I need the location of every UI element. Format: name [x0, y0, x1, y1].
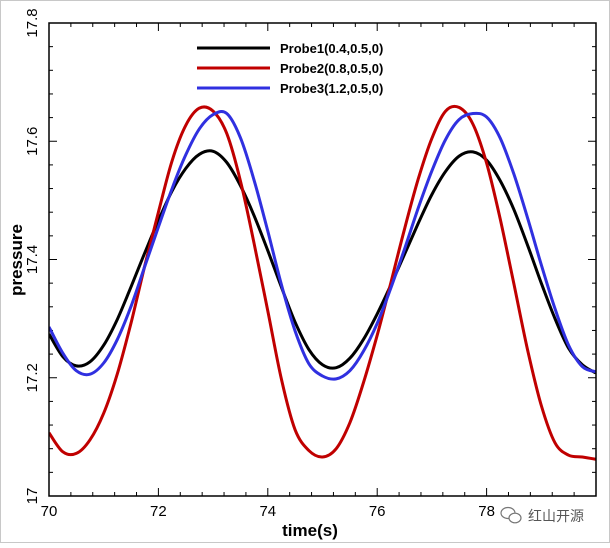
- x-tick-label: 72: [150, 503, 167, 520]
- watermark: 红山开源: [500, 506, 584, 524]
- legend-label-probe1: Probe1(0.4,0.5,0): [280, 41, 383, 56]
- plot-area-frame: [48, 22, 597, 497]
- series-line-probe3: [49, 109, 596, 381]
- legend-label-probe3: Probe3(1.2,0.5,0): [280, 81, 383, 96]
- y-tick-label: 17.6: [24, 127, 41, 156]
- wechat-icon: [500, 506, 522, 524]
- legend: Probe1(0.4,0.5,0) Probe2(0.8,0.5,0) Probe3…: [197, 41, 383, 96]
- watermark-text: 红山开源: [528, 508, 584, 524]
- x-axis-title: time(s): [282, 521, 338, 540]
- series-line-probe1: [49, 149, 596, 375]
- y-tick-label: 17.2: [24, 363, 41, 392]
- legend-label-probe2: Probe2(0.8,0.5,0): [280, 61, 383, 76]
- x-tick-label: 76: [369, 503, 386, 520]
- y-tick-label: 17.8: [24, 8, 41, 37]
- y-tick-label: 17.4: [24, 245, 41, 274]
- y-tick-label: 17: [24, 488, 41, 505]
- x-tick-label: 74: [259, 503, 276, 520]
- y-axis-title: pressure: [7, 224, 26, 296]
- x-tick-label: 70: [41, 503, 58, 520]
- x-tick-label: 78: [478, 503, 495, 520]
